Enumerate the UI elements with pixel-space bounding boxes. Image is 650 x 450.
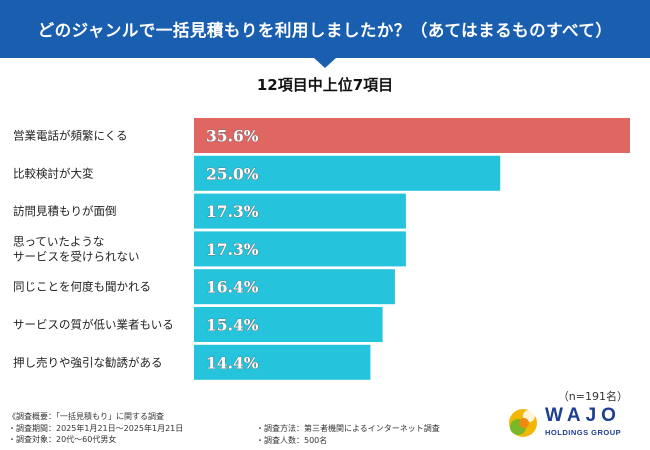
category-label-4: 思っていたようなサービスを受けられない: [13, 234, 140, 263]
chart-subtitle: 12項目中上位7項目: [256, 76, 394, 94]
survey-overview-right: ・調査方法：第三者機関によるインターネット調査 ・調査人数：500名: [256, 423, 440, 446]
wajo-logo-mark-icon: [509, 409, 537, 437]
chart-title-banner: どのジャンルで一括見積もりを利用しましたか？（あてはまるものすべて）: [0, 0, 650, 58]
bar-2: [194, 155, 501, 191]
title-banner-pointer: [314, 58, 336, 68]
survey-period: ・調査期間：2025年1月21日～2025年1月21日: [8, 423, 184, 433]
sample-size-label: （n=191名）: [557, 390, 628, 403]
category-label-6: サービスの質が低い業者もいる: [13, 318, 174, 332]
bar-1: [194, 118, 630, 153]
wajo-logo: WAJO HOLDINGS GROUP: [505, 402, 635, 442]
chart-title: どのジャンルで一括見積もりを利用しましたか？（あてはまるものすべて）: [37, 21, 613, 40]
value-label-1: 35.6%: [206, 127, 259, 146]
value-label-6: 15.4%: [206, 316, 259, 335]
value-label-7: 14.4%: [206, 353, 259, 372]
bar-3: [194, 193, 406, 229]
value-label-4: 17.3%: [206, 240, 259, 259]
category-label-2: 比較検討が大変: [13, 166, 94, 180]
survey-count: ・調査人数：500名: [256, 435, 328, 445]
bar-4: [194, 231, 406, 267]
logo-wordmark: WAJO: [545, 405, 621, 426]
category-label-7: 押し売りや強引な勧誘がある: [13, 355, 163, 369]
survey-target: ・調査対象：20代～60代男女: [8, 435, 117, 444]
category-label-5: 同じことを何度も聞かれる: [13, 280, 151, 294]
bar-6: [194, 307, 383, 342]
value-label-5: 16.4%: [206, 278, 259, 297]
survey-method: ・調査方法：第三者機関によるインターネット調査: [256, 424, 440, 433]
value-label-2: 25.0%: [206, 164, 259, 183]
logo-subtitle: HOLDINGS GROUP: [545, 428, 622, 437]
category-label-3: 訪問見積もりが面倒: [13, 204, 117, 218]
survey-overview-title: 《調査概要：「一括見積もり」に関する調査: [8, 412, 164, 421]
survey-overview-left: 《調査概要：「一括見積もり」に関する調査 ・調査期間：2025年1月21日～20…: [8, 411, 183, 446]
value-label-3: 17.3%: [206, 202, 259, 221]
bar-chart: 営業電話が頻繁にくる 35.6% 比較検討が大変 25.0% 訪問見積もりが面倒 17.3…: [13, 118, 630, 380]
category-label-1: 営業電話が頻繁にくる: [13, 129, 128, 143]
bar-7: [194, 344, 371, 380]
bar-5: [194, 269, 395, 305]
